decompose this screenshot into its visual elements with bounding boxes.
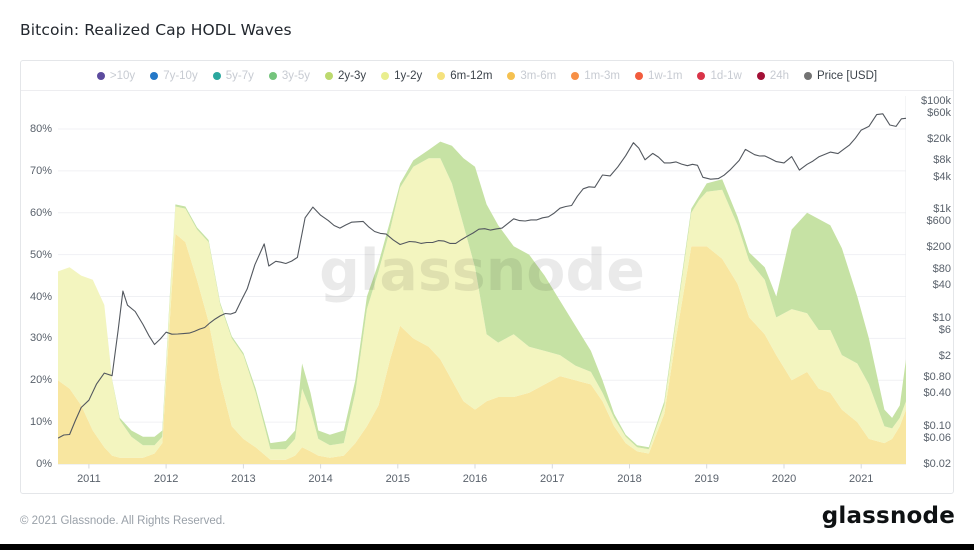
x-axis-tick-label: 2013 xyxy=(231,473,256,485)
legend-item-label: 3m-6m xyxy=(520,69,557,82)
legend: >10y 7y-10y 5y-7y 3y-5y 2y-3y 1y-2y 6m-12m 3m-6… xyxy=(21,61,953,91)
legend-item-label: 1y-2y xyxy=(394,69,423,82)
legend-item-price-usd-[interactable]: Price [USD] xyxy=(804,70,877,82)
left-axis-tick-label: 30% xyxy=(29,332,52,345)
right-axis-tick-label: $0.80 xyxy=(923,371,951,384)
legend-dot-icon xyxy=(324,71,333,80)
x-axis-tick-label: 2015 xyxy=(385,473,411,485)
right-axis-tick-label: $40 xyxy=(932,279,951,292)
left-axis: 0% 10% 20% 30% 40% 50% 60% 70% 80% xyxy=(21,96,52,470)
legend-item-label: 1w-1m xyxy=(647,69,683,82)
right-axis-tick-label: $600 xyxy=(926,215,951,228)
x-axis-tick-label: 2020 xyxy=(771,473,797,485)
right-axis-tick-label: $200 xyxy=(926,241,951,254)
glassnode-logo[interactable]: glassnode xyxy=(821,503,955,529)
legend-item-1w-1m[interactable]: 1w-1m xyxy=(634,69,683,82)
legend-item-label: 2y-3y xyxy=(337,69,367,82)
legend-item-label: 3y-5y xyxy=(281,69,310,82)
left-axis-tick-label: 60% xyxy=(29,206,52,219)
bottom-bar xyxy=(0,544,974,550)
legend-item-1y-2y[interactable]: 1y-2y xyxy=(381,70,422,82)
right-axis-tick-label: $100k xyxy=(921,95,951,107)
legend-item-label: 24h xyxy=(769,69,789,82)
right-axis-tick-label: $60k xyxy=(927,107,951,120)
right-axis-tick-label: $6 xyxy=(938,323,951,336)
right-axis-tick-label: $80 xyxy=(932,262,951,275)
left-axis-tick-label: 50% xyxy=(29,248,52,261)
left-axis-tick-label: 10% xyxy=(29,416,52,429)
legend-item--10y[interactable]: >10y xyxy=(96,69,136,82)
left-axis-tick-label: 80% xyxy=(29,123,52,135)
chart-card: >10y 7y-10y 5y-7y 3y-5y 2y-3y 1y-2y 6m-12m 3m-6… xyxy=(20,60,954,494)
legend-dot-icon xyxy=(96,71,105,80)
left-axis-tick-label: 40% xyxy=(29,290,52,303)
area-band-1y-2y xyxy=(58,158,906,460)
legend-dot-icon xyxy=(634,71,643,80)
legend-dot-icon xyxy=(571,71,580,80)
right-axis-tick-label: $10 xyxy=(932,311,951,324)
x-axis-tick-label: 2017 xyxy=(540,473,565,485)
legend-item-3y-5y[interactable]: 3y-5y xyxy=(268,69,310,82)
legend-item-7y-10y[interactable]: 7y-10y xyxy=(150,70,198,82)
right-axis-tick-label: $20k xyxy=(927,132,951,145)
legend-dot-icon xyxy=(381,71,390,80)
legend-dot-icon xyxy=(268,71,277,80)
right-axis-tick-label: $1k xyxy=(933,203,951,216)
legend-item-1m-3m[interactable]: 1m-3m xyxy=(571,70,620,82)
x-axis-tick-label: 2014 xyxy=(308,473,333,485)
legend-item-3m-6m[interactable]: 3m-6m xyxy=(507,70,556,82)
x-axis-tick-label: 2012 xyxy=(153,473,179,485)
legend-dot-icon xyxy=(212,71,221,80)
legend-dot-icon xyxy=(756,71,765,80)
right-axis: $100k $60k $20k $8k $4k $1k $600 $200 $80 $40 $10 $… xyxy=(908,95,951,470)
x-axis-tick-label: 2016 xyxy=(462,473,488,485)
legend-item-label: 1m-3m xyxy=(584,69,620,82)
copyright-text: © 2021 Glassnode. All Rights Reserved. xyxy=(20,515,226,527)
x-axis-tick-label: 2021 xyxy=(848,473,874,485)
left-axis-tick-label: 70% xyxy=(29,164,52,177)
legend-dot-icon xyxy=(697,71,706,80)
left-axis-tick-label: 20% xyxy=(29,374,52,387)
legend-item-6m-12m[interactable]: 6m-12m xyxy=(437,70,492,82)
legend-item-2y-3y[interactable]: 2y-3y xyxy=(324,69,367,82)
x-axis-tick-label: 2011 xyxy=(77,473,101,485)
legend-item-5y-7y[interactable]: 5y-7y xyxy=(212,69,254,82)
legend-item-label: 1d-1w xyxy=(710,69,742,82)
legend-item-label: 6m-12m xyxy=(450,69,493,82)
right-axis-tick-label: $0.06 xyxy=(923,432,951,445)
legend-item-24h[interactable]: 24h xyxy=(756,69,789,82)
legend-item-label: >10y xyxy=(109,69,136,82)
area-band-6m-12m xyxy=(58,233,906,464)
page-title: Bitcoin: Realized Cap HODL Waves xyxy=(20,21,292,39)
legend-dot-icon xyxy=(804,71,812,80)
price-line xyxy=(58,113,906,439)
legend-dot-icon xyxy=(507,71,516,80)
left-axis-tick-label: 0% xyxy=(36,458,52,470)
legend-item-label: 7y-10y xyxy=(163,69,198,82)
x-axis-tick-label: 2018 xyxy=(617,473,642,485)
x-axis-tick-label: 2019 xyxy=(694,473,719,485)
area-band-2y-3y xyxy=(58,141,906,450)
right-axis-tick-label: $8k xyxy=(933,154,951,167)
right-axis-tick-label: $4k xyxy=(933,170,951,183)
legend-item-label: 5y-7y xyxy=(225,69,254,82)
watermark: glassnode xyxy=(319,238,645,304)
legend-item-label: Price [USD] xyxy=(817,69,878,82)
legend-item-1d-1w[interactable]: 1d-1w xyxy=(697,69,742,82)
legend-dot-icon xyxy=(437,71,446,80)
right-axis-tick-label: $0.10 xyxy=(923,420,951,433)
chart-plot-area[interactable]: glassnode xyxy=(58,96,906,469)
right-axis-tick-label: $0.40 xyxy=(923,387,951,400)
right-axis-tick-label: $0.02 xyxy=(923,457,951,470)
x-axis: 2011 2012 2013 2014 2015 2016 2017 2018 2019 2020… xyxy=(58,473,906,489)
legend-dot-icon xyxy=(150,71,159,80)
hodl-waves-svg[interactable]: glassnode xyxy=(58,96,906,469)
right-axis-tick-label: $2 xyxy=(938,349,951,362)
